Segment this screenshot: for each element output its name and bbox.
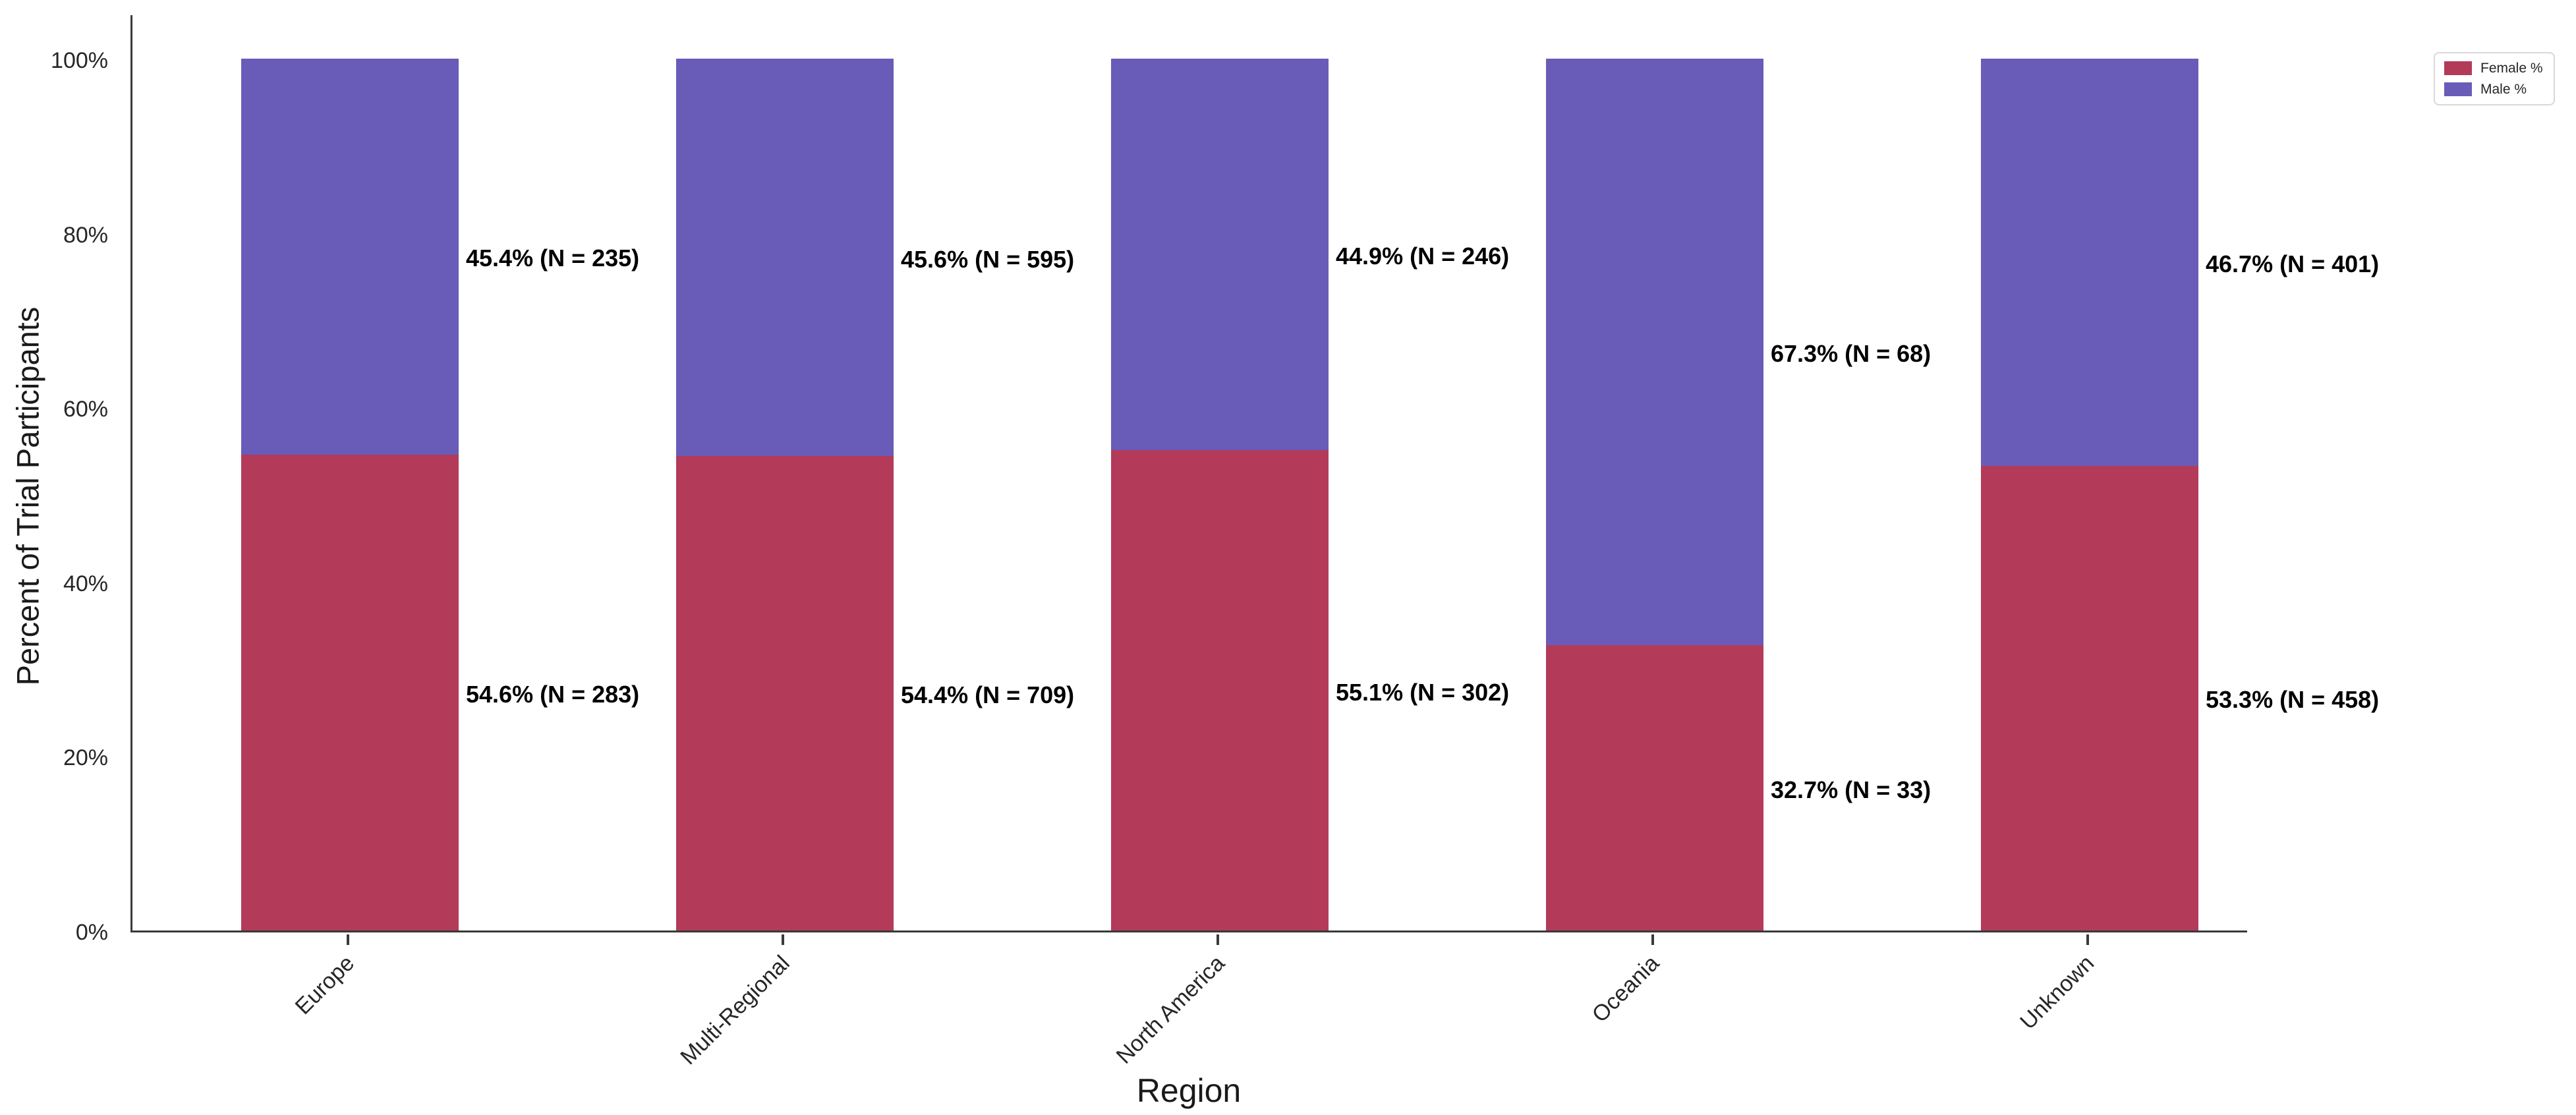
bar-oceania [1546,59,1763,930]
x-tick-label-unknown: Unknown [2015,950,2100,1035]
legend: Female % Male % [2434,52,2555,105]
x-tick-label-multi-regional: Multi-Regional [675,950,795,1070]
y-tick-label-100-: 100% [51,48,108,73]
bar-segment-female-oceania [1546,645,1763,930]
legend-swatch-male [2444,82,2472,96]
x-tick-mark-unknown [2086,934,2089,945]
y-tick-label-20-: 20% [63,745,108,771]
legend-item-female: Female % [2444,61,2543,75]
y-axis-tick-labels: 0% 20% 40% 60% 80% 100% [0,15,119,944]
y-tick-label-60-: 60% [63,397,108,422]
bar-segment-male-north-america [1111,59,1329,451]
x-tick-mark-north-america [1216,934,1219,945]
bar-segment-male-unknown [1981,59,2198,466]
plot-area [130,15,2247,932]
bar-segment-male-multi-regional [676,59,894,457]
legend-label-female: Female % [2480,61,2543,76]
legend-item-male: Male % [2444,82,2543,96]
bar-segment-female-unknown [1981,465,2198,930]
bar-unknown [1981,59,2198,930]
bar-europe [241,59,459,930]
bar-segment-male-europe [241,59,459,455]
x-axis-title: Region [1136,1072,1242,1109]
bar-segment-female-north-america [1111,450,1329,930]
x-tick-label-europe: Europe [291,950,360,1019]
bar-segment-female-multi-regional [676,456,894,930]
y-tick-label-80-: 80% [63,222,108,248]
bar-segment-female-europe [241,454,459,930]
y-tick-label-0-: 0% [75,920,108,945]
x-tick-mark-multi-regional [782,934,784,945]
bar-north-america [1111,59,1329,930]
legend-swatch-female [2444,61,2472,75]
x-tick-mark-oceania [1651,934,1654,945]
bar-segment-male-oceania [1546,59,1763,646]
y-tick-label-40-: 40% [63,571,108,596]
bar-multi-regional [676,59,894,930]
x-tick-mark-europe [347,934,349,945]
legend-label-male: Male % [2480,82,2527,97]
x-tick-label-north-america: North America [1111,950,1230,1069]
x-tick-label-oceania: Oceania [1588,950,1665,1028]
